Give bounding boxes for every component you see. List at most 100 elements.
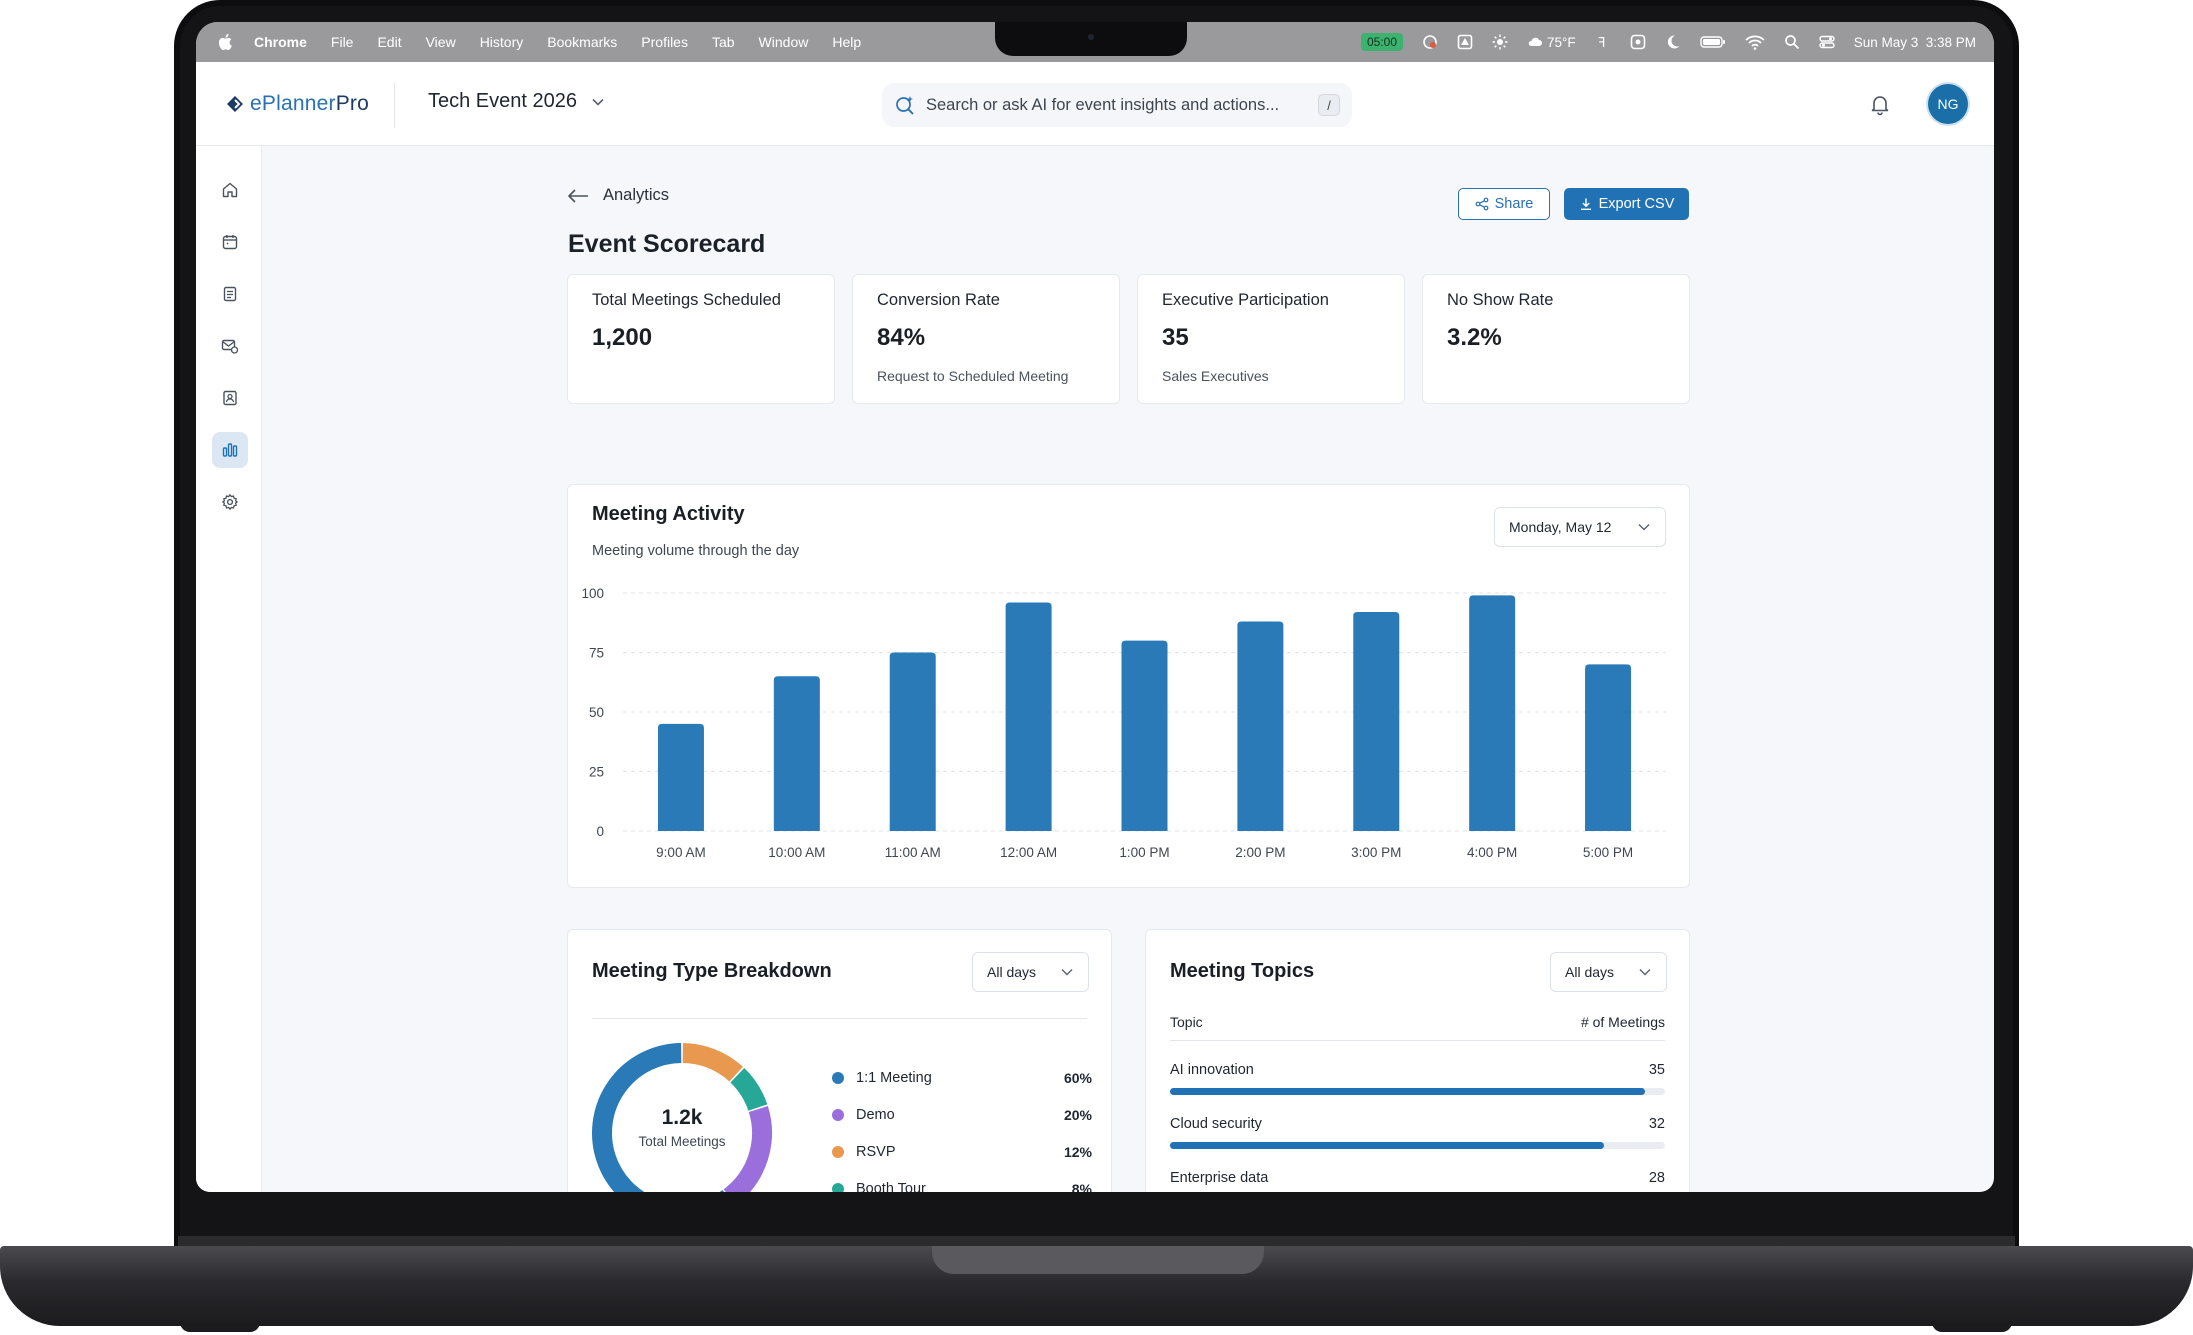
kpi-value: 3.2% — [1447, 324, 1502, 351]
contacts-icon — [223, 390, 237, 406]
ai-search-bar[interactable]: / — [882, 83, 1352, 127]
chevron-down-icon — [1639, 969, 1651, 976]
sidebar-item-home[interactable] — [212, 172, 248, 208]
sidebar-item-settings[interactable] — [212, 484, 248, 520]
legend-percent: 8% — [1071, 1181, 1092, 1192]
topic-row: AI innovation 35 — [1170, 1062, 1665, 1095]
logo-prefix: e — [250, 92, 262, 115]
donut-slice — [682, 1043, 743, 1082]
topic-row: Cloud security 32 — [1170, 1116, 1665, 1149]
user-avatar[interactable]: NG — [1928, 84, 1968, 124]
input-icon[interactable]: ꟻ — [1595, 34, 1611, 50]
sidebar-item-calendar[interactable] — [212, 224, 248, 260]
menu-bookmarks[interactable]: Bookmarks — [547, 34, 618, 50]
legend-dot — [832, 1072, 844, 1084]
download-icon — [1580, 198, 1591, 211]
kpi-label: Total Meetings Scheduled — [592, 291, 781, 309]
timer-badge[interactable]: 05:00 — [1360, 33, 1404, 51]
cloud-icon — [1528, 37, 1543, 46]
kpi-label: No Show Rate — [1447, 291, 1554, 309]
topics-filter-dropdown[interactable]: All days — [1550, 952, 1667, 992]
menu-history[interactable]: History — [479, 34, 524, 50]
moon-icon[interactable] — [1665, 34, 1681, 50]
menu-help[interactable]: Help — [832, 34, 862, 50]
bar — [1353, 612, 1400, 831]
control-center-icon[interactable] — [1818, 34, 1835, 50]
event-selector[interactable]: Tech Event 2026 — [428, 90, 605, 113]
donut-slice — [723, 1106, 772, 1192]
donut-slice — [592, 1043, 725, 1192]
logo-text: ePlannerPro — [250, 92, 369, 116]
gear-icon — [222, 494, 238, 510]
extension-icon[interactable] — [1630, 34, 1646, 50]
topic-count: 32 — [1648, 1116, 1665, 1132]
sidebar-item-messages[interactable] — [212, 328, 248, 364]
main-content: Analytics Event Scorecard Share Export C… — [262, 146, 1994, 1192]
menubar-clock[interactable]: Sun May 3 3:38 PM — [1853, 34, 1976, 50]
wifi-icon[interactable] — [1745, 34, 1765, 50]
notification-bell-icon[interactable] — [1868, 92, 1892, 116]
logo-mark-icon — [227, 96, 243, 112]
apple-icon[interactable] — [218, 34, 232, 50]
search-input[interactable] — [926, 95, 1308, 115]
kpi-value: 1,200 — [592, 324, 653, 351]
legend-name: Demo — [856, 1107, 895, 1123]
camera-notch — [995, 22, 1187, 56]
topic-bar-track — [1170, 1088, 1665, 1095]
bar — [773, 676, 820, 831]
breakdown-filter-value: All days — [987, 964, 1037, 980]
menu-window[interactable]: Window — [758, 34, 809, 50]
kpi-subtext: Request to Scheduled Meeting — [877, 368, 1069, 384]
sidebar-item-contacts[interactable] — [212, 380, 248, 416]
brightness-icon[interactable] — [1492, 34, 1508, 50]
eplannerpro-logo[interactable]: ePlannerPro — [226, 92, 369, 116]
date-filter-dropdown[interactable]: Monday, May 12 — [1494, 507, 1666, 547]
sidebar-item-analytics[interactable] — [212, 432, 248, 468]
menu-profiles[interactable]: Profiles — [641, 34, 688, 50]
column-meeting-count: # of Meetings — [1580, 1014, 1665, 1030]
menu-file[interactable]: File — [330, 34, 354, 50]
meeting-type-donut-chart — [592, 1043, 772, 1192]
menu-edit[interactable]: Edit — [377, 34, 402, 50]
share-button[interactable]: Share — [1458, 188, 1550, 220]
chevron-down-icon — [592, 98, 604, 106]
kpi-executive-participation: Executive Participation 35 Sales Executi… — [1137, 274, 1405, 404]
drive-icon[interactable] — [1457, 34, 1473, 50]
analytics-icon — [222, 443, 238, 457]
screen: Chrome File Edit View History Bookmarks … — [196, 22, 1994, 1192]
screen-share-icon[interactable] — [1422, 34, 1438, 50]
breakdown-filter-dropdown[interactable]: All days — [972, 952, 1089, 992]
header-divider — [394, 82, 395, 128]
breakdown-title: Meeting Type Breakdown — [592, 960, 832, 982]
menu-view[interactable]: View — [425, 34, 456, 50]
sidebar-item-documents[interactable] — [212, 276, 248, 312]
meeting-activity-bar-chart: 0 25 50 75 100 9:00 AM 10:00 AM 11:00 AM 12:00 A… — [581, 586, 1666, 860]
ai-search-icon — [896, 96, 914, 115]
logo-suffix: Pro — [335, 92, 369, 115]
legend-item: Demo 20% — [832, 1107, 1092, 1123]
topic-row: Enterprise data 28 — [1170, 1170, 1665, 1192]
spotlight-search-icon[interactable] — [1784, 34, 1800, 50]
kpi-label: Executive Participation — [1162, 291, 1329, 309]
legend-item: 1:1 Meeting 60% — [832, 1070, 1092, 1086]
export-csv-button[interactable]: Export CSV — [1564, 188, 1689, 220]
x-tick-label: 2:00 PM — [1235, 845, 1285, 860]
sidebar — [196, 146, 262, 1192]
battery-icon[interactable] — [1699, 34, 1726, 50]
document-icon — [223, 286, 237, 302]
menu-chrome[interactable]: Chrome — [254, 34, 307, 50]
legend-name: RSVP — [856, 1144, 896, 1160]
legend-name: 1:1 Meeting — [856, 1070, 932, 1086]
breadcrumb[interactable]: Analytics — [567, 186, 669, 205]
menu-tab[interactable]: Tab — [711, 34, 735, 50]
back-arrow-icon[interactable] — [567, 188, 589, 204]
calendar-icon — [222, 235, 238, 250]
weather[interactable]: 75°F — [1527, 34, 1576, 50]
bar — [1121, 640, 1168, 831]
meeting-type-breakdown-card: Meeting Type Breakdown All days 1.2k Tot… — [567, 929, 1112, 1192]
y-tick-label: 0 — [596, 824, 604, 839]
divider — [592, 1018, 1087, 1019]
breadcrumb-analytics[interactable]: Analytics — [603, 186, 670, 204]
kpi-label: Conversion Rate — [877, 291, 1000, 309]
menubar-status: 05:00 75°F ꟻ Sun May 3 3:38 PM — [1360, 22, 1976, 62]
